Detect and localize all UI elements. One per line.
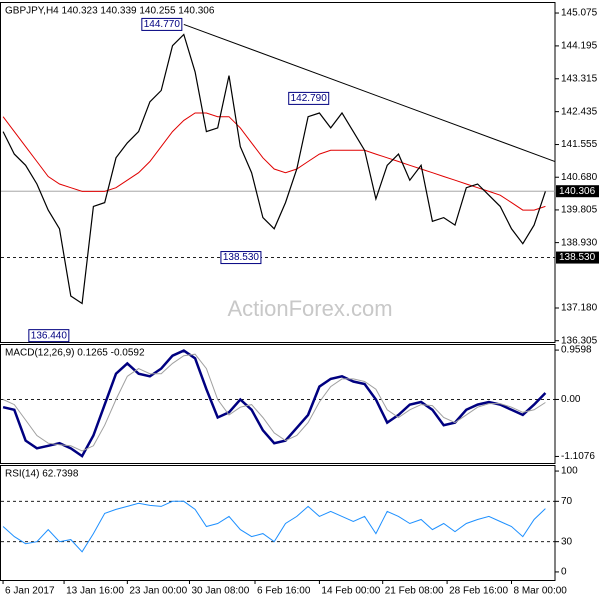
series-line: [2, 353, 546, 452]
price-label: 138.530: [559, 252, 596, 263]
y-tick-label: 142.435: [561, 106, 598, 117]
watermark: ActionForex.com: [227, 296, 392, 321]
x-tick-label: 6 Feb 16:00: [257, 586, 311, 597]
y-tick-label: 141.555: [561, 139, 598, 150]
y-tick-label: 140.680: [561, 172, 598, 183]
x-tick-label: 6 Jan 2017: [5, 586, 55, 597]
annotation-label: 142.790: [291, 93, 328, 104]
x-tick-label: 28 Feb 16:00: [449, 586, 508, 597]
series-line: [2, 33, 546, 305]
annotation-box: [141, 17, 183, 31]
y-tick-label: 0.9598: [561, 345, 592, 356]
y-tick-label: 138.930: [561, 237, 598, 248]
x-tick-label: 21 Feb 08:00: [385, 586, 444, 597]
y-tick-label: 139.805: [561, 205, 598, 216]
annotation-label: 136.440: [31, 330, 68, 341]
y-tick-label: 30: [561, 536, 573, 547]
y-tick-label: 145.075: [561, 8, 598, 19]
y-tick-label: 136.305: [561, 335, 598, 346]
panel-title: GBPJPY,H4 140.323 140.339 140.255 140.30…: [5, 6, 215, 17]
x-tick-label: 8 Mar 00:00: [513, 586, 567, 597]
price-label-box: [556, 251, 599, 264]
x-tick-label: 13 Jan 16:00: [66, 586, 124, 597]
annotation-label: 138.530: [223, 252, 260, 263]
x-tick-label: 14 Feb 00:00: [321, 586, 380, 597]
y-tick-label: 143.315: [561, 73, 598, 84]
panel-frame: [0, 344, 556, 464]
panel-frame: [0, 465, 556, 581]
series-line: [2, 500, 546, 553]
panel-title: MACD(12,26,9) 0.1265 -0.0592: [5, 348, 145, 359]
y-tick-label: 0.00: [561, 394, 581, 405]
panel-title: RSI(14) 62.7398: [5, 469, 79, 480]
annotation-box: [220, 251, 262, 265]
y-tick-label: 70: [561, 496, 573, 507]
annotation-label: 144.770: [144, 19, 181, 30]
price-label: 140.306: [559, 186, 596, 197]
y-tick-label: 137.180: [561, 303, 598, 314]
annotation-box: [28, 329, 70, 343]
trendline: [183, 23, 556, 163]
panel-frame: [0, 2, 556, 343]
y-tick-label: 100: [561, 466, 578, 477]
price-label-box: [556, 185, 599, 198]
annotation-box: [288, 91, 330, 105]
x-tick-label: 30 Jan 08:00: [191, 586, 249, 597]
y-tick-label: 144.195: [561, 41, 598, 52]
y-tick-label: 0: [561, 567, 567, 578]
series-line: [2, 112, 546, 211]
y-tick-label: -1.1076: [561, 451, 595, 462]
x-tick-label: 23 Jan 00:00: [129, 586, 187, 597]
